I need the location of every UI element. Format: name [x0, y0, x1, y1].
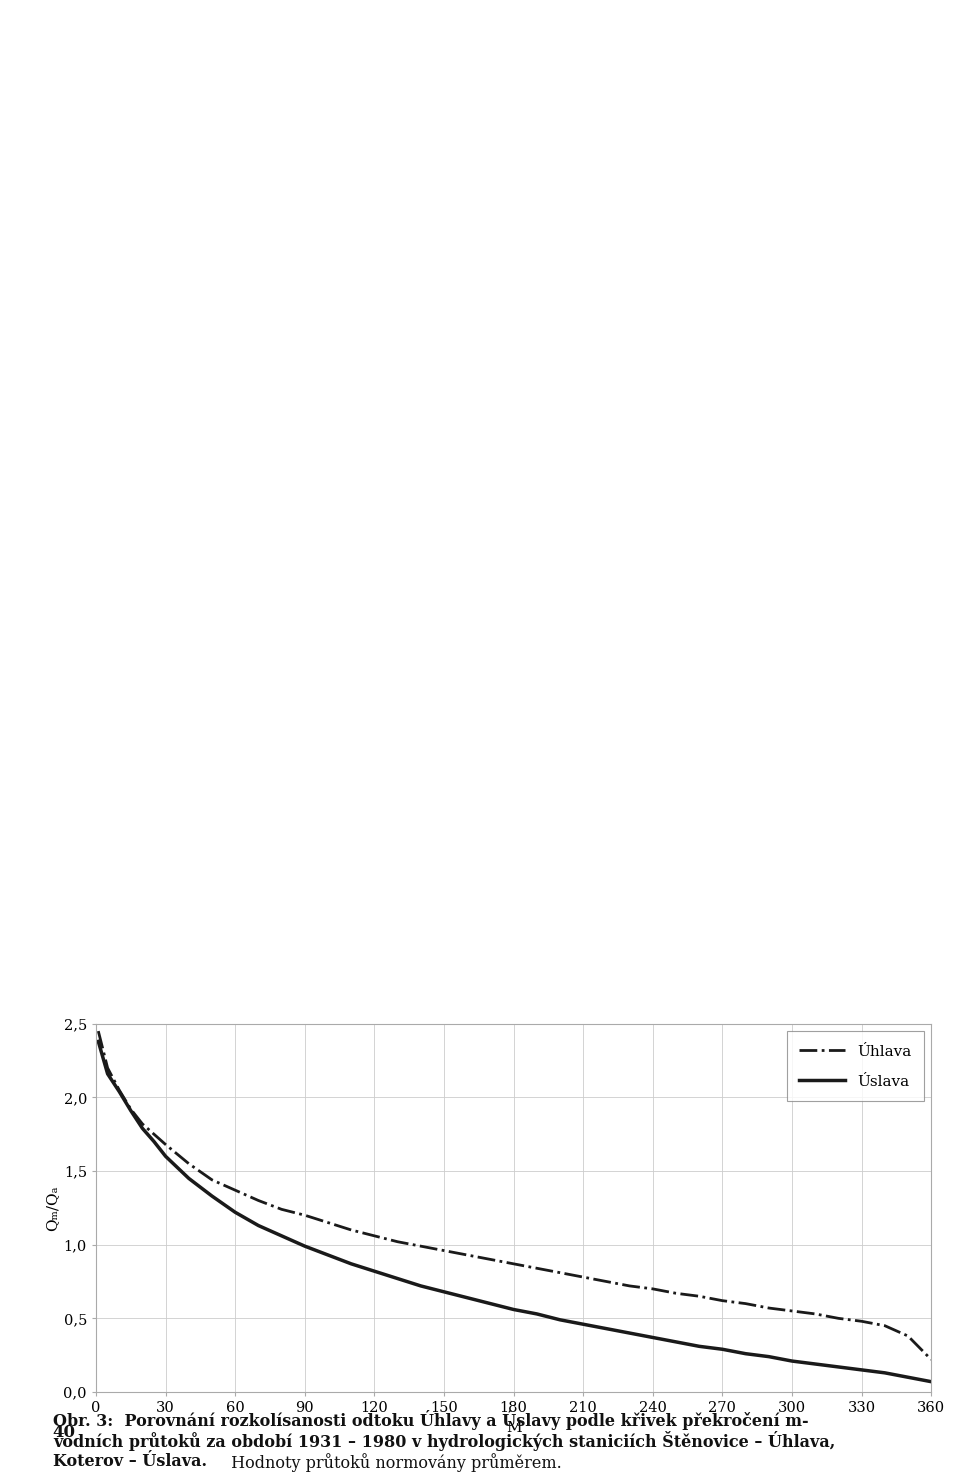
Y-axis label: Qₘ/Qₐ: Qₘ/Qₐ — [45, 1186, 60, 1230]
Text: 40: 40 — [53, 1423, 76, 1441]
Legend: Úhlava, Úslava: Úhlava, Úslava — [787, 1031, 924, 1102]
X-axis label: M: M — [506, 1420, 521, 1435]
Text: Obr. 3:  Porovnání rozkolísanosti odtoku Úhlavy a Úslavy podle křivek překročení: Obr. 3: Porovnání rozkolísanosti odtoku … — [53, 1410, 808, 1430]
Text: vodních průtoků za období 1931 – 1980 v hydrologických staniciích Štěnovice – Úh: vodních průtoků za období 1931 – 1980 v … — [53, 1432, 835, 1451]
Text: Koterov – Úslava.: Koterov – Úslava. — [53, 1454, 206, 1470]
Text: Hodnoty průtoků normovány průměrem.: Hodnoty průtoků normovány průměrem. — [226, 1454, 562, 1472]
